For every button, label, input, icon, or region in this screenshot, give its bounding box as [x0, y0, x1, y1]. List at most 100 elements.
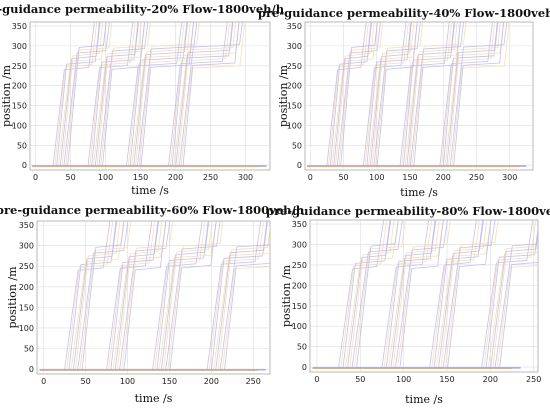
- vehicle-trajectory: [106, 221, 153, 370]
- vehicle-trajectory: [121, 221, 174, 370]
- vehicle-trajectory: [335, 22, 375, 166]
- vehicle-trajectory: [177, 22, 237, 166]
- vehicle-trajectory: [160, 221, 210, 370]
- chart-panel-2: 0 50 100 150 200 250 300 0 50 100 150 200 250 300 350 p…: [258, 6, 550, 199]
- vehicle-trajectory: [91, 22, 139, 166]
- vehicle-trajectory: [110, 221, 159, 370]
- y-tick-label: 200: [292, 281, 307, 290]
- x-tick-label: 0: [314, 375, 319, 384]
- vehicle-trajectory: [411, 22, 467, 166]
- chart-title: pre-guidance permeability-20% Flow-1800v…: [0, 2, 285, 16]
- y-tick-label: 100: [292, 322, 307, 331]
- vehicle-trajectory: [381, 220, 430, 368]
- y-tick-label: 150: [19, 303, 34, 312]
- vehicle-trajectory: [175, 22, 234, 166]
- y-axis-label: position /m: [0, 64, 13, 127]
- vehicle-trajectory: [488, 251, 538, 368]
- x-tick-label: 0: [41, 377, 46, 386]
- vehicle-trajectory: [397, 220, 451, 368]
- vehicle-trajectory: [370, 22, 412, 166]
- vehicle-trajectory: [219, 244, 270, 370]
- vehicle-trajectory: [333, 22, 373, 166]
- vehicle-trajectory: [499, 262, 538, 368]
- vehicle-trajectory: [211, 221, 268, 370]
- vehicle-trajectory: [133, 22, 188, 166]
- vehicle-trajectory: [403, 22, 455, 166]
- vehicle-trajectory: [152, 221, 203, 370]
- chart-title: pre-guidance permeability-40% Flow-1800v…: [258, 6, 550, 20]
- vehicle-trajectory: [453, 22, 505, 166]
- vehicle-trajectory: [433, 220, 484, 368]
- y-tick-label: 250: [19, 262, 34, 271]
- vehicle-trajectory: [440, 220, 488, 368]
- x-tick-label: 250: [469, 173, 484, 182]
- trajectory-group: [306, 22, 527, 168]
- vehicle-trajectory: [206, 221, 262, 370]
- vehicle-trajectory: [492, 245, 538, 368]
- x-tick-label: 200: [436, 173, 451, 182]
- vehicle-trajectory: [81, 221, 125, 370]
- vehicle-trajectory: [442, 220, 496, 368]
- vehicle-trajectory: [338, 22, 384, 166]
- vehicle-trajectory: [169, 22, 231, 166]
- x-axis-label: time /s: [131, 184, 169, 197]
- vehicle-trajectory: [481, 220, 534, 368]
- vehicle-trajectory: [59, 22, 101, 166]
- vehicle-trajectory: [328, 22, 369, 166]
- x-tick-label: 0: [33, 173, 38, 182]
- vehicle-trajectory: [386, 220, 436, 368]
- plot-area: [36, 220, 271, 375]
- vehicle-trajectory: [353, 220, 406, 368]
- vehicle-trajectory: [347, 220, 392, 368]
- vehicle-trajectory: [100, 22, 151, 166]
- vehicle-trajectory: [138, 22, 200, 166]
- vehicle-trajectory: [65, 22, 113, 166]
- y-tick-label: 0: [29, 365, 34, 374]
- vehicle-trajectory: [436, 220, 492, 368]
- y-tick-label: 50: [292, 141, 302, 150]
- vehicle-trajectory: [375, 22, 424, 166]
- vehicle-trajectory: [410, 22, 465, 166]
- x-axis-label: time /s: [400, 186, 438, 199]
- x-tick-label: 300: [502, 173, 517, 182]
- vehicle-trajectory: [87, 22, 134, 166]
- y-tick-label: 350: [292, 220, 307, 229]
- trajectory-group: [39, 221, 270, 371]
- x-tick-label: 150: [162, 377, 177, 386]
- vehicle-trajectory: [61, 22, 104, 166]
- x-tick-label: 50: [355, 375, 365, 384]
- y-tick-label: 50: [297, 343, 307, 352]
- vehicle-trajectory: [165, 221, 221, 370]
- x-tick-label: 50: [65, 173, 75, 182]
- vehicle-trajectory: [494, 243, 538, 368]
- vehicle-trajectory: [406, 22, 456, 166]
- vehicle-trajectory: [497, 265, 538, 368]
- vehicle-trajectory: [342, 220, 391, 368]
- y-tick-label: 350: [12, 22, 27, 31]
- y-tick-label: 250: [12, 62, 27, 71]
- vehicle-trajectory: [96, 22, 142, 166]
- y-tick-label: 50: [24, 345, 34, 354]
- vehicle-trajectory: [112, 221, 167, 370]
- vehicle-trajectory: [438, 220, 484, 368]
- vehicle-trajectory: [490, 230, 538, 368]
- chart-panel-1: 0 50 100 150 200 250 300 0 50 100 150 200 250 300 350 p…: [0, 2, 285, 197]
- vehicle-trajectory: [395, 220, 448, 368]
- vehicle-trajectory: [429, 220, 477, 368]
- y-tick-label: 0: [297, 161, 302, 170]
- y-tick-label: 300: [19, 242, 34, 251]
- vehicle-trajectory: [392, 220, 440, 368]
- vehicle-trajectory: [336, 22, 381, 166]
- x-tick-label: 250: [203, 173, 218, 182]
- vehicle-trajectory: [182, 22, 240, 166]
- vehicle-trajectory: [439, 22, 493, 166]
- y-tick-label: 150: [287, 102, 302, 111]
- vehicle-trajectory: [442, 22, 498, 166]
- vehicle-trajectory: [140, 22, 194, 166]
- y-tick-label: 350: [19, 221, 34, 230]
- vehicle-trajectory: [388, 220, 444, 368]
- vehicle-trajectory: [167, 221, 224, 370]
- x-tick-label: 50: [338, 173, 348, 182]
- trajectory-group: [312, 220, 538, 369]
